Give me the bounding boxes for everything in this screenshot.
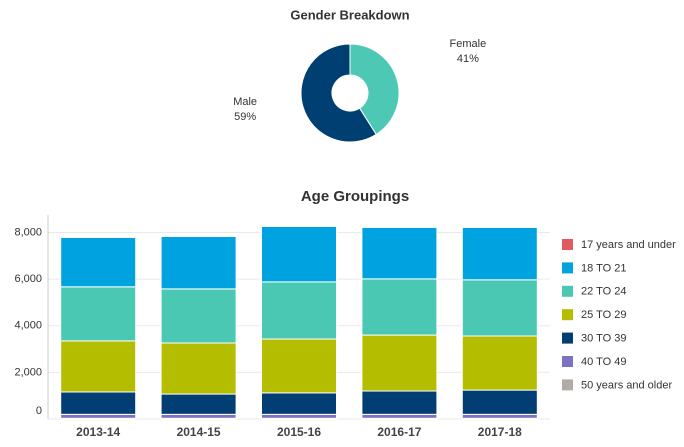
legend-label: 25 TO 29	[581, 309, 626, 321]
legend-label: 18 TO 21	[581, 262, 626, 274]
bar-segment	[262, 414, 337, 418]
slice-label: Female	[450, 38, 487, 50]
slice-value: 41%	[457, 53, 479, 65]
bar-segment	[61, 392, 136, 414]
legend-swatch	[562, 379, 573, 390]
bar-segment	[362, 279, 437, 335]
legend-swatch	[562, 239, 573, 250]
bar-segment	[161, 394, 236, 414]
bar-segment	[462, 280, 537, 336]
bar-segment	[262, 226, 337, 281]
bar-segment	[161, 343, 236, 394]
bar-segment	[362, 335, 437, 391]
legend-label: 40 TO 49	[581, 356, 626, 368]
legend-label: 22 TO 24	[581, 286, 626, 298]
bar-segment	[161, 289, 236, 343]
x-tick-label: 2017-18	[478, 425, 522, 439]
y-tick-label: 8,000	[14, 226, 42, 238]
legend-label: 17 years and under	[581, 239, 676, 251]
x-tick-label: 2016-17	[377, 425, 421, 439]
bar-segment	[61, 287, 136, 341]
legend-label: 50 years and older	[581, 379, 672, 391]
bar-segment	[362, 227, 437, 279]
bar-segment	[362, 391, 437, 414]
bar-segment	[462, 336, 537, 390]
legend-swatch	[562, 286, 573, 297]
x-tick-label: 2013-14	[76, 425, 120, 439]
bar-segment	[262, 282, 337, 339]
bar-segment	[262, 393, 337, 414]
bar-segment	[462, 227, 537, 279]
y-tick-label: 6,000	[14, 273, 42, 285]
bar-segment	[462, 390, 537, 414]
bar-segment	[362, 414, 437, 418]
legend-label: 30 TO 39	[581, 333, 626, 345]
legend-swatch	[562, 356, 573, 367]
legend-swatch	[562, 262, 573, 273]
y-tick-label: 0	[36, 405, 42, 417]
legend-swatch	[562, 333, 573, 344]
bar-segment	[61, 341, 136, 392]
bar-segment	[462, 414, 537, 418]
x-tick-label: 2014-15	[177, 425, 221, 439]
chart-title: Gender Breakdown	[290, 7, 409, 22]
chart-title: Age Groupings	[301, 188, 409, 205]
x-tick-label: 2015-16	[277, 425, 321, 439]
bar-segment	[161, 236, 236, 288]
legend-swatch	[562, 309, 573, 320]
bar-segment	[262, 339, 337, 393]
bar-segment	[61, 237, 136, 286]
y-tick-label: 4,000	[14, 320, 42, 332]
slice-value: 59%	[234, 111, 256, 123]
slice-label: Male	[233, 96, 257, 108]
bar-segment	[161, 414, 236, 418]
bar-segment	[61, 414, 136, 418]
y-tick-label: 2,000	[14, 366, 42, 378]
